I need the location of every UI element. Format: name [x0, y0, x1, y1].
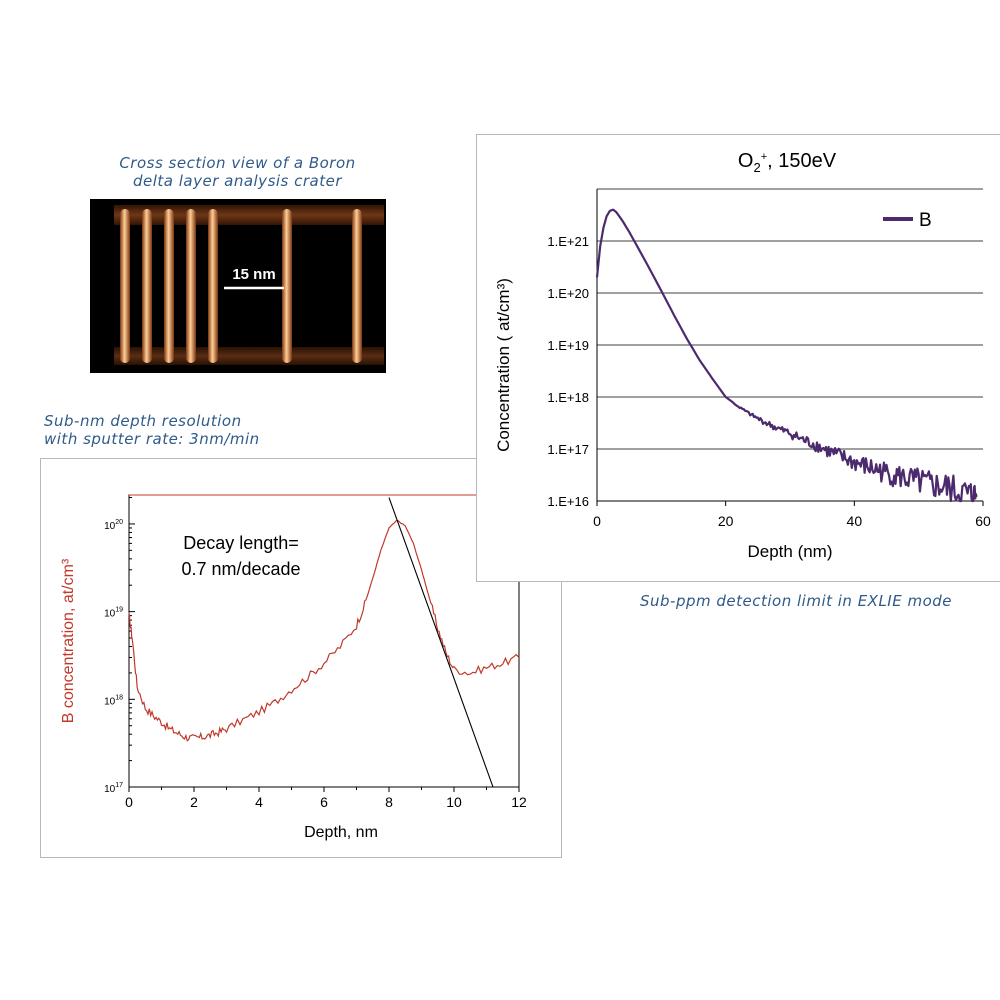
crater-ring-4 [208, 209, 218, 363]
y-tick-label: 1020 [104, 519, 123, 532]
x-tick-label: 2 [190, 794, 198, 810]
x-tick-label: 40 [847, 513, 863, 529]
crater-ring-0 [120, 209, 130, 363]
crater-ring-1 [142, 209, 152, 363]
x-tick-label: 60 [975, 513, 991, 529]
depth-resolution-chart-panel: 0 2 4 6 8 10 12 1017 1018 1019 1020 Depth, nm B conc… [40, 458, 562, 858]
x-axis-label: Depth, nm [304, 824, 378, 841]
resolution-caption-line-2: with sputter rate: 3nm/min [44, 430, 260, 448]
x-axis-label: Depth (nm) [747, 542, 832, 561]
x-tick-label: 6 [320, 794, 328, 810]
resolution-caption: Sub-nm depth resolution with sputter rat… [44, 412, 374, 448]
depth-resolution-chart: 0 2 4 6 8 10 12 1017 1018 1019 1020 Depth, nm B conc… [60, 494, 527, 841]
series-b-line [595, 208, 978, 503]
crater-caption-line-1: Cross section view of a Boron [119, 154, 356, 172]
crater-ring-6 [352, 209, 362, 363]
crater-bottom-band [114, 347, 384, 365]
y-axis-label: B concentration, at/cm³ [60, 558, 77, 723]
detection-limit-chart: O2+, 150eV 1.E+16 1.E+17 1.E+18 1.E+19 1.E+20… [494, 150, 991, 561]
crater-graphic: 15 nm [114, 205, 384, 365]
resolution-caption-line-1: Sub-nm depth resolution [44, 412, 242, 430]
y-tick-label: 1018 [104, 694, 123, 707]
y-tick-label: 1.E+21 [547, 234, 589, 249]
decay-annotation-line-1: Decay length= [183, 533, 299, 553]
decay-annotation-line-2: 0.7 nm/decade [181, 559, 300, 579]
y-tick-label: 1019 [104, 607, 123, 620]
y-axis-label: Concentration ( at/cm³) [494, 278, 513, 452]
x-tick-label: 8 [385, 794, 393, 810]
x-tick-label: 0 [125, 794, 133, 810]
x-tick-label: 0 [593, 513, 601, 529]
x-tick-label: 20 [718, 513, 734, 529]
x-tick-label: 4 [255, 794, 263, 810]
y-tick-label: 1.E+16 [547, 494, 589, 509]
crater-caption-line-2: delta layer analysis crater [132, 172, 343, 190]
y-tick-label: 1.E+18 [547, 390, 589, 405]
x-tick-label: 12 [511, 794, 527, 810]
crater-caption: Cross section view of a Boron delta laye… [90, 154, 385, 190]
crater-top-band [114, 205, 384, 225]
decay-fit-line [388, 497, 494, 787]
y-tick-label: 1.E+20 [547, 286, 589, 301]
detection-caption: Sub-ppm detection limit in EXLIE mode [640, 592, 953, 610]
chart-title: O2+, 150eV [738, 150, 837, 175]
y-tick-label: 1017 [104, 782, 123, 795]
crater-ring-5 [282, 209, 292, 363]
crater-ring-3 [186, 209, 196, 363]
crater-ring-2 [164, 209, 174, 363]
y-tick-label: 1.E+19 [547, 338, 589, 353]
x-tick-label: 10 [446, 794, 462, 810]
series-b-profile [128, 519, 520, 742]
y-tick-label: 1.E+17 [547, 442, 589, 457]
crater-cross-section-image: 15 nm [90, 199, 386, 373]
scale-bar-label: 15 nm [232, 266, 275, 283]
legend-label-b: B [919, 210, 932, 231]
detection-limit-chart-panel: O2+, 150eV 1.E+16 1.E+17 1.E+18 1.E+19 1.E+20… [476, 134, 1000, 582]
